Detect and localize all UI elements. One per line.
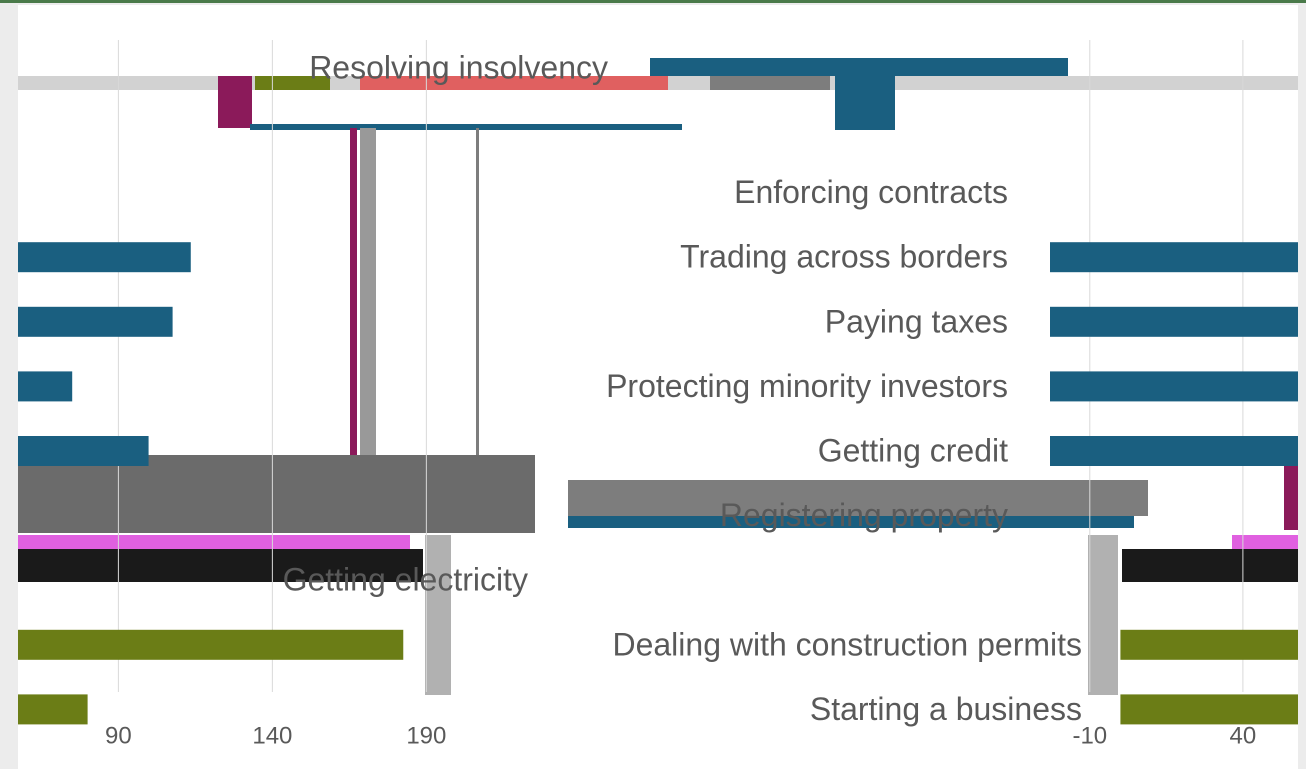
- artifact: [350, 128, 357, 458]
- artifact: [710, 76, 830, 90]
- category-label: Enforcing contracts: [734, 174, 1008, 210]
- artifact: [568, 516, 1134, 528]
- bar: [1120, 694, 1298, 725]
- x-tick-label: -10: [1072, 722, 1107, 749]
- artifact: [218, 76, 252, 128]
- category-label: Trading across borders: [680, 239, 1008, 275]
- bar: [18, 306, 173, 337]
- x-tick-label: 190: [406, 722, 446, 749]
- artifact: [835, 76, 895, 130]
- artifact: [1284, 450, 1298, 530]
- x-tick-label: 90: [105, 722, 132, 749]
- category-label: Getting credit: [818, 432, 1008, 468]
- artifact: [425, 535, 451, 695]
- bar: [18, 371, 73, 402]
- artifact: [568, 480, 1148, 516]
- category-label: Starting a business: [810, 691, 1082, 727]
- artifact: [1232, 535, 1298, 549]
- bar: [18, 242, 191, 273]
- bar: [18, 694, 88, 725]
- artifact: [18, 549, 423, 582]
- top-edge: [0, 0, 1306, 3]
- bar: [1050, 306, 1298, 337]
- category-label: Paying taxes: [825, 303, 1008, 339]
- artifact: [18, 535, 410, 549]
- bar: [18, 629, 404, 660]
- x-tick-label: 40: [1230, 722, 1257, 749]
- artifact: [18, 455, 535, 533]
- artifact: [650, 58, 1068, 76]
- artifact: [255, 76, 330, 90]
- artifact: [1122, 549, 1298, 582]
- category-label: Dealing with construction permits: [612, 626, 1082, 662]
- artifact: [250, 124, 682, 130]
- x-tick-label: 140: [252, 722, 292, 749]
- bar: [1050, 371, 1298, 402]
- artifact: [1088, 535, 1118, 695]
- category-label: Resolving insolvency: [309, 49, 608, 85]
- artifact: [360, 76, 668, 90]
- render-artifacts: [18, 58, 1298, 695]
- category-label: Getting electricity: [283, 562, 528, 598]
- bar: [1120, 629, 1298, 660]
- bar: [1050, 436, 1298, 466]
- category-label: Registering property: [720, 497, 1008, 533]
- bar: [1050, 242, 1298, 273]
- bar: [18, 436, 149, 466]
- artifact: [360, 128, 376, 458]
- category-label: Protecting minority investors: [606, 368, 1008, 404]
- artifact: [476, 128, 479, 458]
